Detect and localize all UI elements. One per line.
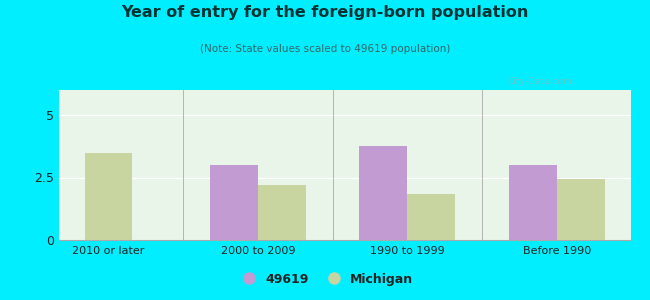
Bar bbox=[556, 179, 604, 240]
Bar bbox=[509, 165, 556, 240]
Text: City-Data.com: City-Data.com bbox=[507, 76, 572, 85]
Text: Year of entry for the foreign-born population: Year of entry for the foreign-born popul… bbox=[122, 4, 528, 20]
Legend: 49619, Michigan: 49619, Michigan bbox=[232, 268, 418, 291]
Bar bbox=[258, 185, 306, 240]
Bar bbox=[210, 165, 258, 240]
Bar bbox=[359, 146, 408, 240]
Bar bbox=[408, 194, 455, 240]
Bar bbox=[84, 152, 133, 240]
Text: (Note: State values scaled to 49619 population): (Note: State values scaled to 49619 popu… bbox=[200, 44, 450, 53]
